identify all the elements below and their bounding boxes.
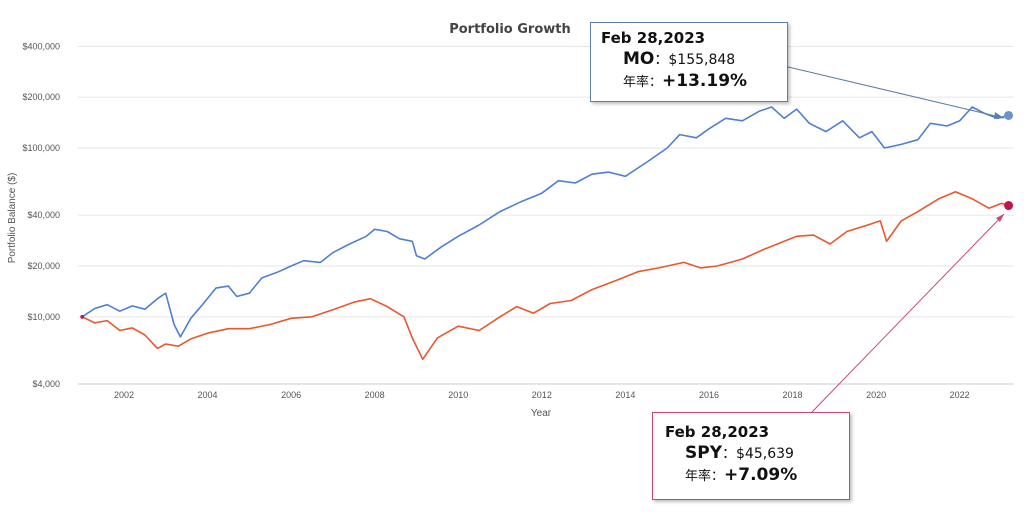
x-tick-label: 2022 <box>950 390 970 400</box>
series-lines <box>81 106 1009 361</box>
spy-callout-value-row: SPY：$45,639 <box>665 443 849 463</box>
x-tick-label: 2006 <box>281 390 301 400</box>
x-tick-label: 2018 <box>783 390 803 400</box>
series-endpoint-spy[interactable] <box>1004 201 1014 211</box>
mo-callout: Feb 28,2023 MO：$155,848 年率：+13.19% <box>590 22 788 102</box>
spy-callout-cagr-row: 年率：+7.09% <box>665 465 849 485</box>
spy-callout-cagr-label: 年率： <box>685 469 725 484</box>
mo-callout-arrowhead <box>994 112 1004 119</box>
y-tick-label: $100,000 <box>22 143 60 153</box>
mo-callout-date: Feb 28,2023 <box>601 29 706 47</box>
y-tick-label: $20,000 <box>27 261 60 271</box>
mo-callout-separator: ： <box>654 52 669 68</box>
spy-callout-value: $45,639 <box>736 446 794 462</box>
y-tick-label: $10,000 <box>27 312 60 322</box>
mo-callout-cagr-label: 年率： <box>623 75 663 90</box>
x-tick-label: 2010 <box>448 390 468 400</box>
x-tick-label: 2016 <box>699 390 719 400</box>
y-tick-label: $40,000 <box>27 210 60 220</box>
x-tick-label: 2002 <box>114 390 134 400</box>
mo-callout-cagr-row: 年率：+13.19% <box>601 71 787 91</box>
spy-callout-cagr: +7.09% <box>724 465 798 485</box>
y-axis-ticks: $4,000 $10,000 $20,000 $40,000 $100,000 $200,… <box>22 41 60 389</box>
grid <box>78 45 1014 385</box>
x-tick-label: 2014 <box>615 390 635 400</box>
x-tick-label: 2004 <box>198 390 218 400</box>
series-line-mo <box>81 106 1009 338</box>
y-tick-label: $400,000 <box>22 41 60 51</box>
mo-callout-value-row: MO：$155,848 <box>601 49 787 69</box>
series-line-spy <box>81 191 1009 361</box>
y-tick-label: $4,000 <box>32 379 60 389</box>
x-axis-title: Year <box>531 408 552 419</box>
spy-callout-separator: ： <box>722 446 737 462</box>
x-tick-label: 2008 <box>365 390 385 400</box>
spy-callout-arrowhead <box>996 214 1004 222</box>
x-axis-ticks: 2002 2004 2006 2008 2010 2012 2014 2016 2018 2020… <box>114 390 970 400</box>
series-startpoint-spy <box>80 315 84 319</box>
series-endpoint-mo[interactable] <box>1004 110 1014 120</box>
spy-callout: Feb 28,2023 SPY：$45,639 年率：+7.09% <box>652 412 850 500</box>
y-axis-title: Portfolio Balance ($) <box>7 173 18 264</box>
spy-callout-ticker: SPY <box>685 443 723 463</box>
spy-callout-date: Feb 28,2023 <box>665 423 770 441</box>
mo-callout-ticker: MO <box>623 49 655 69</box>
mo-callout-value: $155,848 <box>668 52 736 68</box>
x-tick-label: 2012 <box>532 390 552 400</box>
mo-callout-leader <box>783 65 1005 119</box>
series-endpoints <box>80 110 1014 319</box>
y-tick-label: $200,000 <box>22 92 60 102</box>
mo-callout-cagr: +13.19% <box>662 71 748 91</box>
spy-callout-leader <box>811 213 1005 413</box>
x-tick-label: 2020 <box>866 390 886 400</box>
chart-title: Portfolio Growth <box>449 22 571 37</box>
